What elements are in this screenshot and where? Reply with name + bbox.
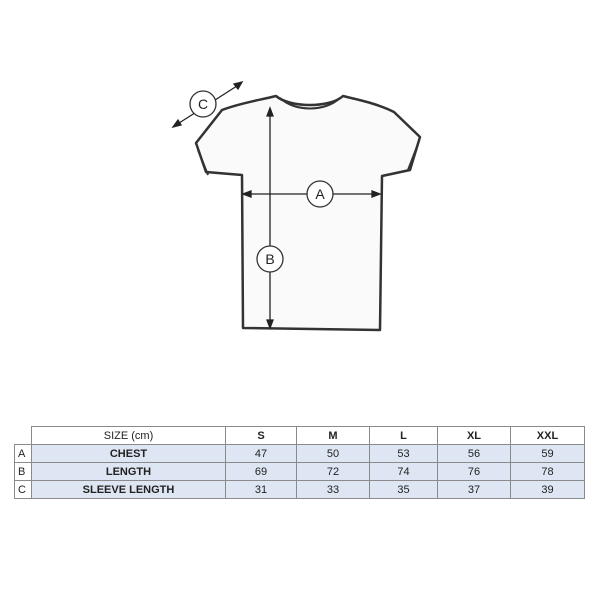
cell: 56 (437, 444, 511, 463)
label-a-circle (306, 180, 334, 208)
size-header: SIZE (cm) (31, 426, 226, 445)
table-row-length: B LENGTH 69 72 74 76 78 (14, 462, 585, 481)
row-label: CHEST (31, 444, 226, 463)
cell: 59 (510, 444, 585, 463)
size-table: SIZE (cm) S M L XL XXL A CHEST 47 50 53 … (14, 426, 585, 499)
cell: 69 (225, 462, 297, 481)
cell: 31 (225, 480, 297, 499)
label-b: B (265, 251, 274, 267)
row-label: SLEEVE LENGTH (31, 480, 226, 499)
cell: 35 (369, 480, 438, 499)
corner-cell (14, 426, 32, 445)
tshirt-outline (194, 94, 422, 332)
size-l: L (369, 426, 438, 445)
row-letter: C (14, 480, 32, 499)
row-letter: B (14, 462, 32, 481)
label-a: A (315, 186, 325, 202)
row-label: LENGTH (31, 462, 226, 481)
table-row-chest: A CHEST 47 50 53 56 59 (14, 444, 585, 463)
size-xxl: XXL (510, 426, 585, 445)
row-letter: A (14, 444, 32, 463)
cell: 74 (369, 462, 438, 481)
cell: 53 (369, 444, 438, 463)
cell: 76 (437, 462, 511, 481)
tshirt-diagram: A B C (171, 80, 422, 332)
cell: 33 (296, 480, 370, 499)
label-b-circle (256, 245, 284, 273)
size-m: M (296, 426, 370, 445)
cell: 37 (437, 480, 511, 499)
cell: 50 (296, 444, 370, 463)
table-header-row: SIZE (cm) S M L XL XXL (14, 426, 585, 445)
cell: 72 (296, 462, 370, 481)
table-row-sleeve-length: C SLEEVE LENGTH 31 33 35 37 39 (14, 480, 585, 499)
size-s: S (225, 426, 297, 445)
cell: 47 (225, 444, 297, 463)
cell: 78 (510, 462, 585, 481)
label-c-circle (189, 90, 217, 118)
cell: 39 (510, 480, 585, 499)
label-c: C (198, 96, 208, 112)
size-xl: XL (437, 426, 511, 445)
